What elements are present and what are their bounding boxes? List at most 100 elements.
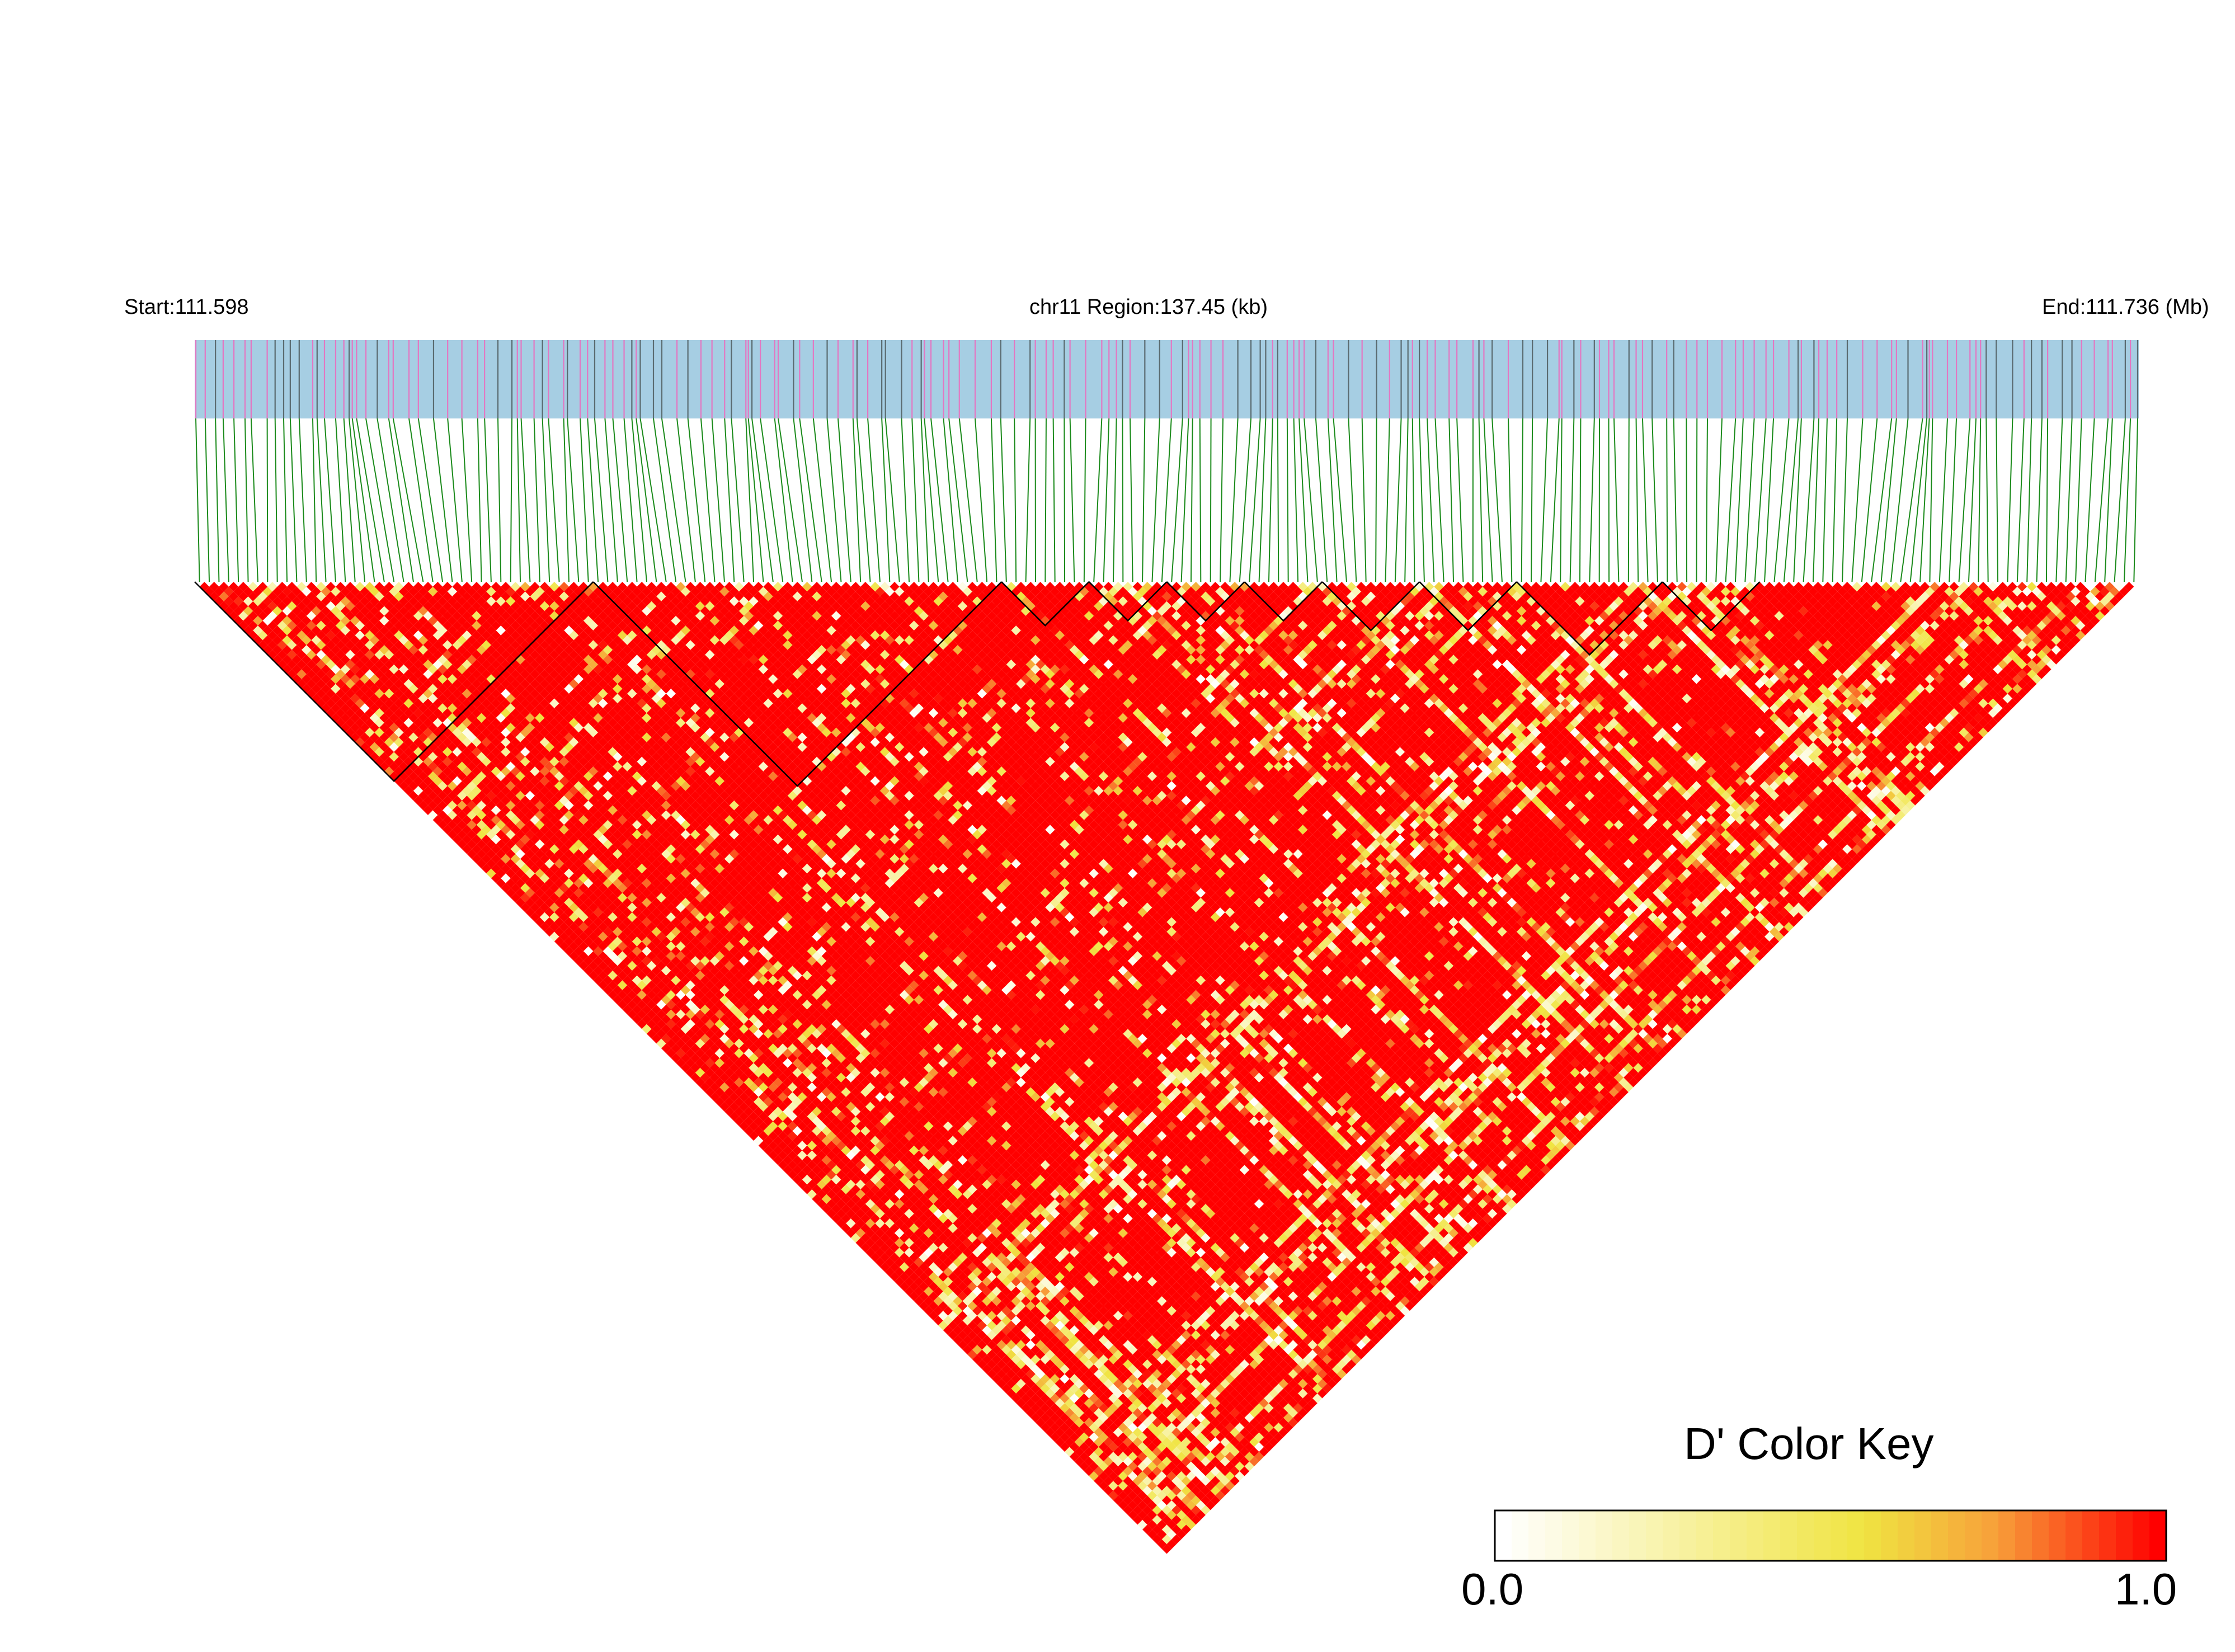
snp-connector xyxy=(1919,418,1930,582)
snp-connector xyxy=(760,418,784,582)
snp-connector xyxy=(335,418,346,582)
snp-connector xyxy=(724,418,735,582)
snp-connector xyxy=(1249,418,1261,582)
snp-connector xyxy=(1608,418,1610,582)
snp-connector-lines xyxy=(195,418,2138,582)
snp-connector xyxy=(497,418,502,582)
snp-connector xyxy=(1112,418,1117,582)
snp-connector xyxy=(943,418,958,582)
snp-connector xyxy=(1521,418,1523,582)
snp-connector xyxy=(1483,418,1493,582)
snp-connector xyxy=(1394,418,1402,582)
snp-connector xyxy=(1842,418,1848,582)
snp-connector xyxy=(356,418,385,582)
snp-connector xyxy=(745,418,755,582)
snp-connector xyxy=(516,418,521,582)
snp-connector xyxy=(812,418,832,582)
snp-connector xyxy=(1938,418,1949,582)
snp-connector xyxy=(751,418,774,582)
snp-connector xyxy=(1909,418,1928,582)
ld-triangle-heatmap xyxy=(199,582,2134,1554)
snp-connector xyxy=(1686,418,1688,582)
snp-connector xyxy=(1900,418,1923,582)
snp-connector xyxy=(2094,418,2109,582)
snp-connector xyxy=(533,418,540,582)
snp-connector xyxy=(298,418,307,582)
region-size-label: chr11 Region:137.45 (kb) xyxy=(1029,295,1268,319)
snp-connector xyxy=(623,418,638,582)
snp-connector xyxy=(1161,418,1172,582)
snp-connector xyxy=(884,418,900,582)
snp-connector xyxy=(388,418,414,582)
snp-connector xyxy=(1635,418,1639,582)
snp-connector xyxy=(948,418,968,582)
snp-connector xyxy=(990,418,997,582)
snp-connector xyxy=(1569,418,1575,582)
snp-connector xyxy=(612,418,628,582)
snp-connector xyxy=(204,418,210,582)
snp-connector xyxy=(1673,418,1678,582)
snp-connector xyxy=(343,418,356,582)
snp-connector xyxy=(1589,418,1595,582)
snp-connector xyxy=(1996,418,1999,582)
snp-connector xyxy=(1949,418,1958,582)
snp-connector xyxy=(1404,418,1409,582)
snp-connector xyxy=(312,418,317,582)
snp-connector xyxy=(1985,418,1989,582)
snp-connector xyxy=(1103,418,1110,582)
snp-connector xyxy=(778,418,803,582)
snp-connector xyxy=(587,418,599,582)
snp-connector xyxy=(1456,418,1464,582)
snp-connector xyxy=(580,418,589,582)
snp-connector xyxy=(2016,418,2025,582)
snp-connector xyxy=(283,418,288,582)
snp-connector xyxy=(711,418,725,582)
snp-connector xyxy=(1069,418,1075,582)
snp-connector xyxy=(1190,418,1193,582)
snp-connector xyxy=(323,418,336,582)
snp-connector xyxy=(1014,418,1017,582)
snp-connector xyxy=(1783,418,1799,582)
snp-connector xyxy=(2133,418,2138,582)
snp-connector xyxy=(837,418,851,582)
snp-connector xyxy=(1258,418,1267,582)
snp-connector xyxy=(2085,418,2095,582)
snp-connector xyxy=(1151,418,1160,582)
snp-connector xyxy=(542,418,550,582)
snp-connector xyxy=(867,418,881,582)
snp-connector xyxy=(1705,418,1708,582)
snp-connector xyxy=(1093,418,1103,582)
snp-connector xyxy=(1052,418,1056,582)
snp-connector xyxy=(1491,418,1503,582)
snp-connector xyxy=(920,418,929,582)
snp-connector xyxy=(1448,418,1455,582)
snp-connector xyxy=(484,418,492,582)
snp-connector xyxy=(1958,418,1971,582)
snp-connector xyxy=(1861,418,1878,582)
snp-connector xyxy=(432,418,453,582)
snp-connector xyxy=(1880,418,1897,582)
snp-connector xyxy=(924,418,939,582)
snp-connector xyxy=(1871,418,1893,582)
snp-connector xyxy=(1129,418,1133,582)
snp-connector xyxy=(1613,418,1620,582)
snp-connector xyxy=(1083,418,1086,582)
snp-connector xyxy=(2045,418,2049,582)
region-end-label: End:111.736 (Mb) xyxy=(2042,295,2209,319)
snp-connector xyxy=(1651,418,1658,582)
snp-connector xyxy=(1333,418,1347,582)
snp-connector xyxy=(1293,418,1299,582)
snp-connector xyxy=(1773,418,1790,582)
snp-connector xyxy=(2007,418,2013,582)
snp-connector xyxy=(349,418,366,582)
snp-connector xyxy=(1696,418,1698,582)
snp-connector xyxy=(274,418,278,582)
snp-connector xyxy=(408,418,434,582)
snp-connector xyxy=(1171,418,1183,582)
snp-connector xyxy=(1268,418,1273,582)
snp-position-track xyxy=(195,340,2139,418)
snp-connector xyxy=(1286,418,1289,582)
snp-connector xyxy=(215,418,220,582)
snp-connector xyxy=(1754,418,1767,582)
snp-connector xyxy=(1122,418,1124,582)
